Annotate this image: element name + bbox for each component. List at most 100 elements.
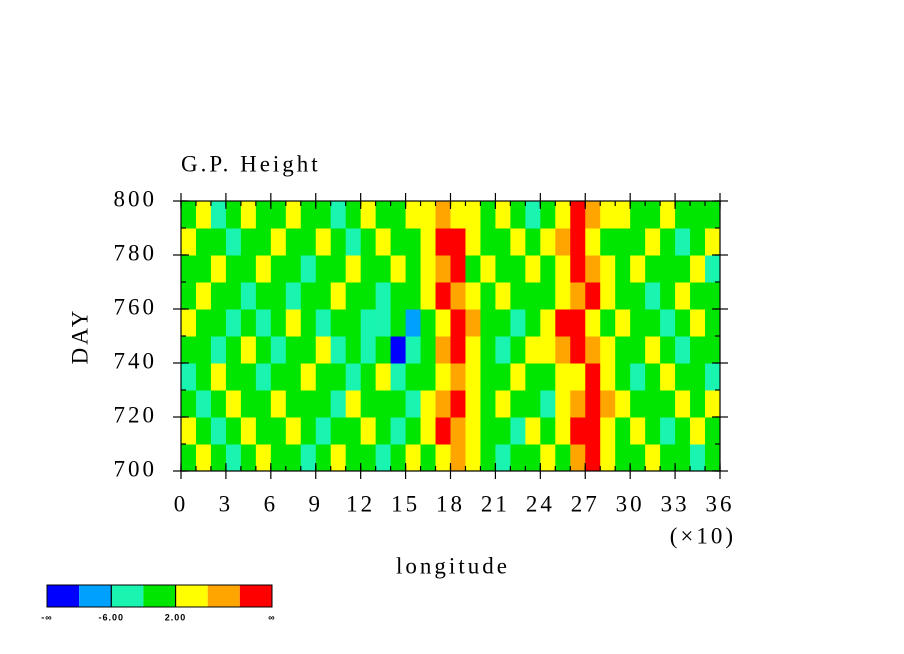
cell — [210, 282, 227, 310]
cell — [450, 228, 466, 256]
cell — [630, 336, 646, 364]
cell — [540, 282, 556, 310]
cell — [615, 444, 631, 472]
x-tick-label: 9 — [309, 491, 324, 516]
chart-title: G.P. Height — [181, 151, 321, 176]
cell — [345, 390, 362, 418]
cell — [705, 336, 721, 364]
cell — [480, 390, 496, 418]
cell — [645, 255, 661, 283]
cell — [465, 336, 481, 364]
cell — [315, 417, 332, 445]
cell — [495, 255, 511, 283]
x-tick-label: 30 — [616, 491, 645, 516]
cell — [330, 363, 347, 391]
x-tick-label: 18 — [436, 491, 465, 516]
cell — [660, 228, 676, 256]
cell — [390, 363, 407, 391]
cell — [240, 363, 257, 391]
cell — [285, 363, 302, 391]
cell — [600, 282, 616, 310]
cell — [495, 390, 511, 418]
x-tick-label: 27 — [571, 491, 600, 516]
cell — [555, 201, 571, 229]
cell — [405, 336, 422, 364]
cell — [255, 444, 272, 472]
cell — [495, 201, 511, 229]
cell — [375, 417, 392, 445]
cell — [510, 417, 526, 445]
cell — [705, 255, 721, 283]
cell — [360, 417, 377, 445]
cell — [615, 309, 631, 337]
cell — [255, 390, 272, 418]
cell — [300, 336, 317, 364]
cell — [405, 390, 422, 418]
cell — [705, 444, 721, 472]
cell — [525, 363, 541, 391]
cell — [675, 363, 691, 391]
cell — [495, 336, 511, 364]
cell — [480, 309, 496, 337]
cell — [285, 444, 302, 472]
cell — [270, 417, 287, 445]
cell — [630, 255, 646, 283]
cell — [690, 228, 706, 256]
cell — [270, 201, 287, 229]
cell — [240, 417, 257, 445]
x-tick-label: 33 — [661, 491, 690, 516]
cell — [600, 228, 616, 256]
cell — [465, 390, 481, 418]
cell — [195, 390, 212, 418]
cell — [375, 444, 392, 472]
cell — [570, 228, 586, 256]
cell — [330, 444, 347, 472]
cell — [540, 336, 556, 364]
cell — [210, 390, 227, 418]
cell — [300, 390, 317, 418]
cell — [570, 255, 586, 283]
cell — [675, 417, 691, 445]
cell — [375, 201, 392, 229]
cell — [360, 282, 377, 310]
cell — [210, 336, 227, 364]
cell — [315, 201, 332, 229]
cell — [660, 282, 676, 310]
cell — [675, 255, 691, 283]
cell — [585, 417, 601, 445]
cell — [300, 228, 317, 256]
cell — [630, 228, 646, 256]
cell — [705, 309, 721, 337]
cell — [360, 228, 377, 256]
cell — [465, 228, 481, 256]
cell — [675, 336, 691, 364]
cell — [495, 282, 511, 310]
cell — [390, 336, 407, 364]
cell — [630, 201, 646, 229]
cell — [510, 255, 526, 283]
cell — [300, 201, 317, 229]
cell — [195, 282, 212, 310]
cell — [270, 309, 287, 337]
cell — [300, 417, 317, 445]
cell — [435, 444, 451, 472]
cell — [570, 390, 586, 418]
cell — [405, 228, 422, 256]
cell — [600, 309, 616, 337]
cell — [690, 282, 706, 310]
cell — [195, 309, 212, 337]
cell — [450, 417, 466, 445]
cell — [330, 282, 347, 310]
cell — [330, 228, 347, 256]
cell — [690, 336, 706, 364]
cell — [585, 309, 601, 337]
cell — [600, 255, 616, 283]
cell — [225, 282, 242, 310]
cell — [315, 444, 332, 472]
cell — [450, 390, 466, 418]
cell — [555, 336, 571, 364]
cell — [195, 228, 212, 256]
cell — [480, 201, 496, 229]
cell — [465, 363, 481, 391]
